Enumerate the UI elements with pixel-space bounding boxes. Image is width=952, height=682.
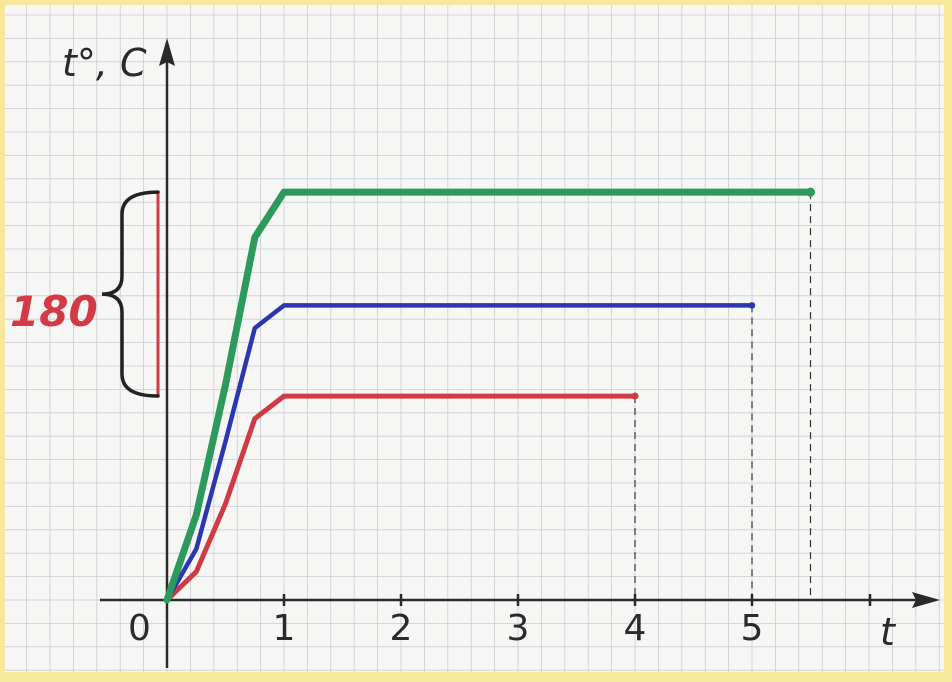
x-axis-title: t <box>880 610 897 654</box>
axes: 1 2 3 4 5 <box>100 38 940 668</box>
x-tick-label: 1 <box>273 608 296 649</box>
series-end-point <box>631 392 639 400</box>
x-axis-arrow <box>912 592 940 608</box>
curly-brace <box>101 190 160 398</box>
x-tick-label: 4 <box>624 608 647 649</box>
y-axis-arrow <box>159 38 175 66</box>
grid <box>5 5 944 672</box>
series-end-point <box>748 302 756 309</box>
bracket-label: 180 <box>10 287 98 336</box>
value-bracket <box>101 190 160 398</box>
labels: t°, C t 0 180 <box>10 41 897 654</box>
drop-lines <box>634 192 812 600</box>
paper-background <box>5 5 944 672</box>
series-line <box>164 303 755 603</box>
series-end-point <box>806 187 815 197</box>
y-axis-title: t°, C <box>62 41 147 85</box>
series-lines <box>163 187 815 604</box>
x-tick-label: 3 <box>507 608 530 649</box>
series-line <box>163 188 814 604</box>
x-tick-label: 5 <box>741 608 764 649</box>
series-line <box>164 393 638 603</box>
x-tick-label: 2 <box>390 608 413 649</box>
origin-label: 0 <box>128 608 151 649</box>
